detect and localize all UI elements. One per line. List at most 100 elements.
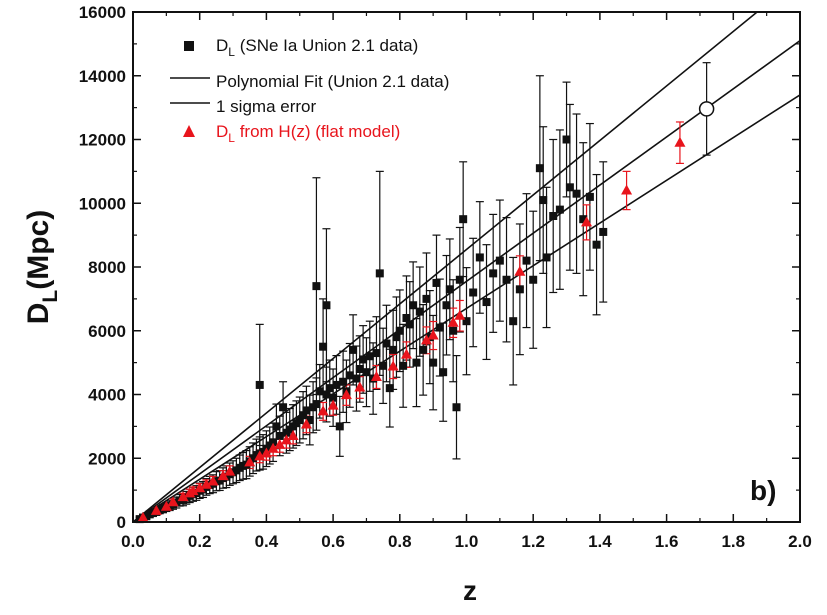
data-point-sne <box>455 275 464 284</box>
data-point-sne <box>432 278 441 287</box>
data-point-hz <box>317 405 329 416</box>
data-point-sne <box>475 253 484 262</box>
data-point-open-circle <box>698 101 715 117</box>
x-tick-label: 1.0 <box>455 532 479 551</box>
data-point-hz <box>274 438 286 449</box>
y-tick-label: 12000 <box>79 131 126 150</box>
data-point-hz <box>581 216 593 227</box>
data-point-sne <box>255 380 264 389</box>
data-point-sne <box>429 358 438 367</box>
x-tick-label: 1.6 <box>655 532 679 551</box>
data-point-sne <box>339 377 348 386</box>
data-point-sne <box>402 314 411 322</box>
data-point-sne <box>335 422 344 431</box>
data-point-sne <box>365 352 374 361</box>
data-point-hz <box>447 316 459 327</box>
data-point-sne <box>415 307 424 316</box>
data-point-sne <box>502 275 511 284</box>
data-point-sne <box>482 298 491 307</box>
data-point-sne <box>295 416 304 424</box>
data-point-sne <box>322 390 331 399</box>
data-point-sne <box>405 320 414 329</box>
data-point-sne <box>389 345 398 354</box>
legend-label-main: 1 sigma error <box>216 97 316 116</box>
data-point-hz <box>514 265 526 276</box>
data-point-sne <box>332 380 341 389</box>
data-point-sne <box>459 215 468 224</box>
data-point-sne <box>302 406 311 415</box>
data-point-sne <box>399 361 408 370</box>
data-point-sne <box>572 189 581 198</box>
data-point-sne <box>489 269 498 278</box>
data-point-hz <box>327 399 339 410</box>
legend-label-rest: from H(z) (flat model) <box>235 122 400 141</box>
data-point-sne <box>462 317 471 326</box>
data-point-hz <box>207 475 219 486</box>
data-point-sne <box>329 393 338 402</box>
data-point-sne <box>549 212 558 220</box>
x-tick-label: 0.6 <box>321 532 345 551</box>
y-tick-label: 10000 <box>79 194 126 213</box>
x-tick-label: 1.4 <box>588 532 612 551</box>
data-point-sne <box>422 294 431 303</box>
x-tick-label: 1.8 <box>721 532 745 551</box>
data-point-sne <box>315 387 324 396</box>
data-point-sne <box>599 227 608 236</box>
data-point-sne <box>562 135 571 144</box>
data-point-sne <box>522 256 531 265</box>
data-point-sne <box>469 288 478 297</box>
data-point-sne <box>539 196 548 205</box>
y-axis-title-main: D <box>22 303 55 325</box>
data-point-hz <box>387 360 399 371</box>
data-point-sne <box>509 317 518 326</box>
data-point-sne <box>272 422 281 431</box>
data-point-sne <box>269 438 278 447</box>
data-point-sne <box>349 345 358 354</box>
data-point-sne <box>385 384 394 393</box>
data-point-sne <box>585 192 594 201</box>
data-point-hz <box>427 329 439 340</box>
fit-line-upper <box>133 12 759 522</box>
legend-label-sub: L <box>228 131 235 145</box>
y-tick-label: 8000 <box>88 258 126 277</box>
data-point-sne <box>275 431 284 440</box>
y-axis-title-sub: L <box>39 290 62 303</box>
data-point-sne <box>515 285 524 294</box>
data-point-hz <box>217 470 229 481</box>
data-point-sne <box>409 301 418 310</box>
data-point-sne <box>319 342 328 351</box>
data-point-sne <box>279 403 288 412</box>
data-point-hz <box>340 389 352 400</box>
data-point-hz <box>674 136 686 147</box>
data-point-sne <box>445 285 454 294</box>
data-point-sne <box>565 183 574 192</box>
panel-label: b) <box>750 475 776 506</box>
data-point-hz <box>167 496 179 507</box>
data-point-sne <box>345 371 354 380</box>
data-point-hz <box>177 491 189 502</box>
data-point-sne <box>359 355 368 364</box>
data-point-sne <box>325 384 334 393</box>
data-point-hz <box>244 456 256 467</box>
data-point-hz <box>224 465 236 476</box>
data-point-hz <box>194 482 206 493</box>
legend-label: Polynomial Fit (Union 2.1 data) <box>216 72 449 91</box>
legend-label-rest: (SNe Ia Union 2.1 data) <box>235 36 418 55</box>
data-point-sne <box>579 215 588 224</box>
data-point-hz <box>280 434 292 445</box>
y-axis-title: DL(Mpc) <box>22 210 62 324</box>
x-tick-label: 0.2 <box>188 532 212 551</box>
data-point-sne <box>372 349 381 358</box>
data-point-sne <box>435 323 444 332</box>
data-point-hz <box>354 381 366 392</box>
data-point-sne <box>452 403 461 412</box>
data-point-hz <box>150 504 162 515</box>
data-point-hz <box>187 485 199 496</box>
data-point-hz <box>370 370 382 381</box>
legend-label-main: Polynomial Fit (Union 2.1 data) <box>216 72 449 91</box>
legend-label: DL (SNe Ia Union 2.1 data) <box>216 36 418 59</box>
data-point-sne <box>542 253 551 262</box>
legend-label: 1 sigma error <box>216 97 316 116</box>
data-point-hz <box>200 478 212 489</box>
y-tick-label: 2000 <box>88 449 126 468</box>
